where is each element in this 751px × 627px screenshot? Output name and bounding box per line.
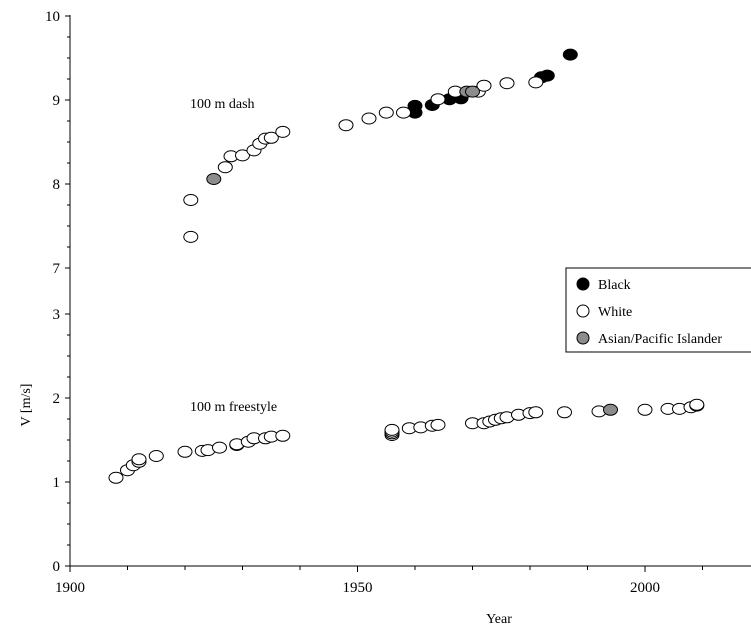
data-point-freestyle-white [384, 423, 400, 436]
data-point-dash-black [539, 69, 555, 82]
data-point-dash-asian-pacific-islander [465, 85, 480, 98]
data-point-dash-white [217, 161, 233, 174]
data-point-freestyle-white [430, 418, 446, 431]
y-axis-title: V [m/s] [19, 384, 34, 427]
data-point-dash-white [476, 79, 492, 92]
legend-label-white: White [598, 305, 632, 320]
data-point-dash-white [396, 106, 411, 119]
legend-marker-white [576, 304, 590, 318]
panel-annotation-freestyle: 100 m freestyle [190, 400, 277, 415]
data-point-dash-white [263, 131, 279, 144]
data-point-dash-white [499, 77, 515, 90]
y-tick-label-freestyle-1: 1 [53, 475, 61, 491]
y-tick-label-freestyle-0: 0 [53, 559, 61, 575]
data-point-dash-white [528, 76, 544, 89]
data-point-freestyle-white [177, 445, 193, 458]
legend-box [565, 267, 751, 353]
axes [69, 15, 751, 567]
data-point-freestyle-white [275, 429, 291, 442]
data-point-dash-asian-pacific-islander [206, 173, 222, 185]
data-point-dash-white [275, 125, 291, 138]
data-point-freestyle-white [557, 406, 572, 419]
x-tick-label-2000: 2000 [630, 580, 660, 596]
data-point-freestyle-white [637, 403, 653, 416]
data-point-dash-white [430, 93, 446, 106]
data-point-freestyle-asian-pacific-islander [603, 403, 618, 416]
data-point-freestyle-white [528, 406, 544, 419]
legend-marker-black [576, 277, 590, 291]
data-point-dash-black [407, 99, 423, 112]
legend-label-black: Black [598, 278, 631, 293]
legend-marker-asian-pacific-islander [576, 331, 590, 345]
x-axis-title: Year [486, 612, 512, 627]
data-point-dash-white [235, 149, 250, 162]
legend-label-asian-pacific-islander: Asian/Pacific Islander [598, 332, 722, 347]
data-point-dash-white [338, 119, 354, 132]
data-point-freestyle-white [108, 471, 124, 484]
y-tick-label-dash-7: 7 [53, 261, 61, 277]
data-point-dash-white [378, 106, 394, 119]
data-point-freestyle-white [212, 441, 227, 454]
y-tick-label-dash-9: 9 [53, 93, 61, 109]
data-point-dash-white [183, 194, 199, 206]
y-tick-label-dash-10: 10 [45, 9, 60, 25]
panel-annotation-dash: 100 m dash [190, 97, 255, 112]
y-tick-label-dash-8: 8 [53, 177, 61, 193]
data-point-freestyle-white [689, 398, 705, 411]
data-point-freestyle-white [131, 453, 147, 466]
data-point-dash-white [183, 230, 199, 243]
y-tick-label-freestyle-2: 2 [53, 391, 61, 407]
legend: Black White Asian/Pacific Islander [565, 267, 751, 353]
data-point-dash-white [361, 112, 377, 125]
data-point-freestyle-white [148, 450, 164, 462]
y-tick-label-freestyle-3: 3 [53, 307, 61, 323]
x-tick-label-1900: 1900 [55, 580, 85, 596]
data-point-dash-black [562, 48, 578, 61]
ticks: 7 8 9 10 0 1 2 3 1900 1950 2000 [45, 9, 703, 596]
x-tick-label-1950: 1950 [343, 580, 373, 596]
data-points [108, 48, 705, 484]
